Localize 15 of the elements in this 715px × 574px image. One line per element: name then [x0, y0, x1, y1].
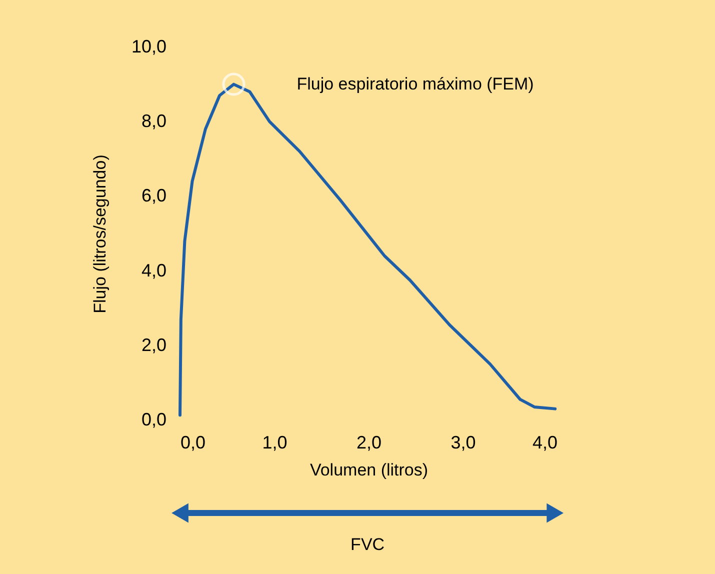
y-axis-title: Flujo (litros/segundo)	[90, 154, 110, 314]
text: FVC	[350, 535, 385, 554]
x-tick-label: 0,0	[180, 432, 206, 452]
x-tick-label: 1,0	[262, 432, 288, 452]
y-tick-label: 10,0	[131, 36, 166, 56]
y-tick-label: 0,0	[141, 410, 166, 430]
x-tick-label: 2,0	[356, 432, 382, 452]
x-tick-label: 4,0	[532, 432, 558, 452]
x-tick-label: 3,0	[450, 432, 476, 452]
x-axis-title: Volumen (litros)	[310, 460, 428, 480]
y-tick-label: 8,0	[141, 111, 166, 132]
y-tick-label: 2,0	[141, 334, 166, 355]
y-tick-label: 4,0	[141, 260, 166, 280]
annotation: Flujo espiratorio máximo (FEM)	[296, 74, 534, 94]
y-tick-label: 6,0	[141, 186, 166, 206]
